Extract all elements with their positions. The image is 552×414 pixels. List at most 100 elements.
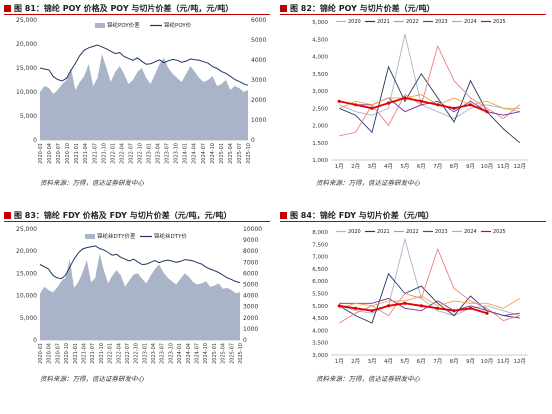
y-right-tick-label: 7000: [243, 259, 258, 266]
x-tick-label: 3月: [368, 358, 377, 365]
series-line-2024: [339, 295, 521, 309]
y-tick-label: 6,000: [312, 279, 328, 285]
series-point-2025: [468, 103, 473, 107]
y-right-tick-label: 3000: [251, 77, 266, 84]
legend-label: 2021: [377, 19, 390, 25]
x-tick-label: 2021-04: [82, 343, 88, 364]
legend-label: 2021: [377, 229, 390, 235]
chart-title: 图 81：锦纶 POY 价格及 POY 与切片价差（元/吨，元/吨）: [4, 3, 233, 14]
series-point-2025: [370, 309, 374, 313]
series-line-2025: [339, 96, 488, 113]
x-tick-label: 7月: [433, 358, 442, 365]
legend-label: 2020: [348, 229, 361, 235]
y-right-tick-label: 3000: [243, 304, 258, 311]
x-tick-label: 2024-07: [195, 343, 201, 364]
series-point-2025: [452, 309, 456, 313]
y-tick-label: 5,000: [312, 20, 328, 26]
legend-label: 2022: [406, 229, 419, 235]
x-tick-label: 2021-07: [90, 343, 96, 364]
series-point-2025: [354, 103, 358, 107]
series-line-2023: [339, 297, 520, 317]
x-tick-label: 2024-04: [186, 343, 192, 364]
x-tick-label: 2025-07: [237, 143, 243, 164]
x-tick-label: 2020-01: [38, 343, 44, 364]
legend-label: 2024: [464, 19, 477, 25]
series-line-2022: [339, 44, 521, 137]
legend-label: 2023: [435, 19, 448, 25]
title-divider: [4, 221, 270, 222]
price-line-series: [39, 245, 241, 284]
x-tick-label: 2022-07: [125, 343, 131, 364]
series-point-2025: [337, 99, 341, 103]
x-tick-label: 8月: [450, 358, 459, 365]
x-tick-label: 2022-04: [119, 143, 125, 164]
y-left-tick-label: 5,000: [20, 113, 37, 120]
y-tick-label: 7,000: [312, 255, 328, 261]
y-tick-label: 4,000: [312, 55, 328, 61]
x-tick-label: 1月: [335, 358, 344, 365]
figure-marker-icon: [280, 5, 287, 12]
series-point-2025: [403, 301, 407, 305]
price-line-series: [39, 44, 249, 86]
x-tick-label: 2020-04: [47, 143, 53, 164]
x-tick-label: 2025-07: [229, 343, 235, 364]
x-tick-label: 2025-04: [228, 143, 234, 164]
chart-title-text: 图 84：锦纶 FDY 与切片价差（元/吨）: [290, 211, 434, 220]
figure-marker-icon: [4, 5, 11, 12]
y-right-tick-label: 10000: [243, 226, 262, 233]
series-point-2025: [468, 306, 473, 310]
series-point-2025: [485, 110, 489, 114]
x-tick-label: 2025-10: [246, 143, 252, 164]
x-tick-label: 8月: [450, 163, 459, 170]
title-divider: [280, 221, 546, 222]
x-tick-label: 2024-01: [177, 343, 183, 364]
title-divider: [4, 14, 270, 15]
series-point-2025: [386, 304, 391, 308]
y-right-tick-label: 4000: [251, 57, 266, 64]
y-tick-label: 5,500: [312, 292, 328, 298]
x-tick-label: 2023-10: [168, 343, 174, 364]
x-tick-label: 2022-07: [128, 143, 134, 164]
x-tick-label: 3月: [368, 163, 377, 170]
x-tick-label: 6月: [417, 163, 426, 170]
series-line-2020: [339, 237, 520, 317]
y-left-tick-label: 20,000: [16, 41, 37, 48]
x-tick-label: 2025-01: [212, 343, 218, 364]
x-tick-label: 2月: [351, 163, 360, 170]
legend-label: 2022: [406, 19, 419, 25]
spread-area-series: [40, 54, 248, 140]
source-note: 资料来源：万得，信达证券研发中心: [40, 179, 144, 187]
series-point-2025: [370, 106, 374, 110]
source-note: 资料来源：万得，信达证券研发中心: [316, 375, 420, 383]
chart-panel-84: 图 84：锦纶 FDY 与切片价差（元/吨） 3,000 3,500 4,000 4,…: [276, 207, 552, 414]
poy-price-chart: 0 5,000 10,000 15,000 20,000 25,000 0 1000 2000 3…: [16, 17, 266, 164]
fdy-price-chart: 0 5,000 10,000 15,000 20,000 25,000 0 1000 2000 3…: [16, 226, 262, 364]
chart-title-text: 图 82：锦纶 POY 与切片价差（元/吨）: [290, 4, 435, 13]
x-tick-label: 4月: [384, 358, 393, 365]
legend-label: 锦纶丝DTY价: [154, 232, 187, 240]
chart-title: 图 83：锦纶 FDY 价格及 FDY 与切片价差（元/吨，元/吨）: [4, 210, 232, 221]
series-point-2025: [436, 306, 440, 310]
chart-title-text: 图 81：锦纶 POY 价格及 POY 与切片价差（元/吨，元/吨）: [14, 4, 234, 13]
y-tick-label: 1,500: [312, 141, 328, 147]
series-line-2022: [338, 247, 520, 324]
y-tick-label: 3,500: [312, 341, 328, 347]
x-tick-label: 2025-04: [221, 343, 227, 364]
y-right-tick-label: 2000: [251, 97, 266, 104]
series-point-2025: [337, 304, 341, 308]
x-tick-label: 2024-07: [201, 143, 207, 164]
y-right-tick-label: 6000: [243, 270, 258, 277]
series-point-2025: [403, 96, 407, 100]
figure-marker-icon: [4, 212, 11, 219]
y-left-tick-label: 10,000: [16, 293, 37, 300]
x-tick-label: 5月: [400, 163, 409, 170]
x-tick-label: 2022-01: [110, 143, 116, 164]
x-tick-label: 10月: [481, 358, 494, 365]
y-left-tick-label: 0: [33, 137, 37, 144]
x-tick-label: 2020-04: [47, 343, 53, 364]
x-tick-label: 2025-10: [238, 343, 244, 364]
figure-marker-icon: [280, 212, 287, 219]
y-tick-label: 4,500: [312, 316, 328, 322]
x-tick-label: 2021-01: [74, 143, 80, 164]
series-point-2025: [419, 304, 423, 308]
